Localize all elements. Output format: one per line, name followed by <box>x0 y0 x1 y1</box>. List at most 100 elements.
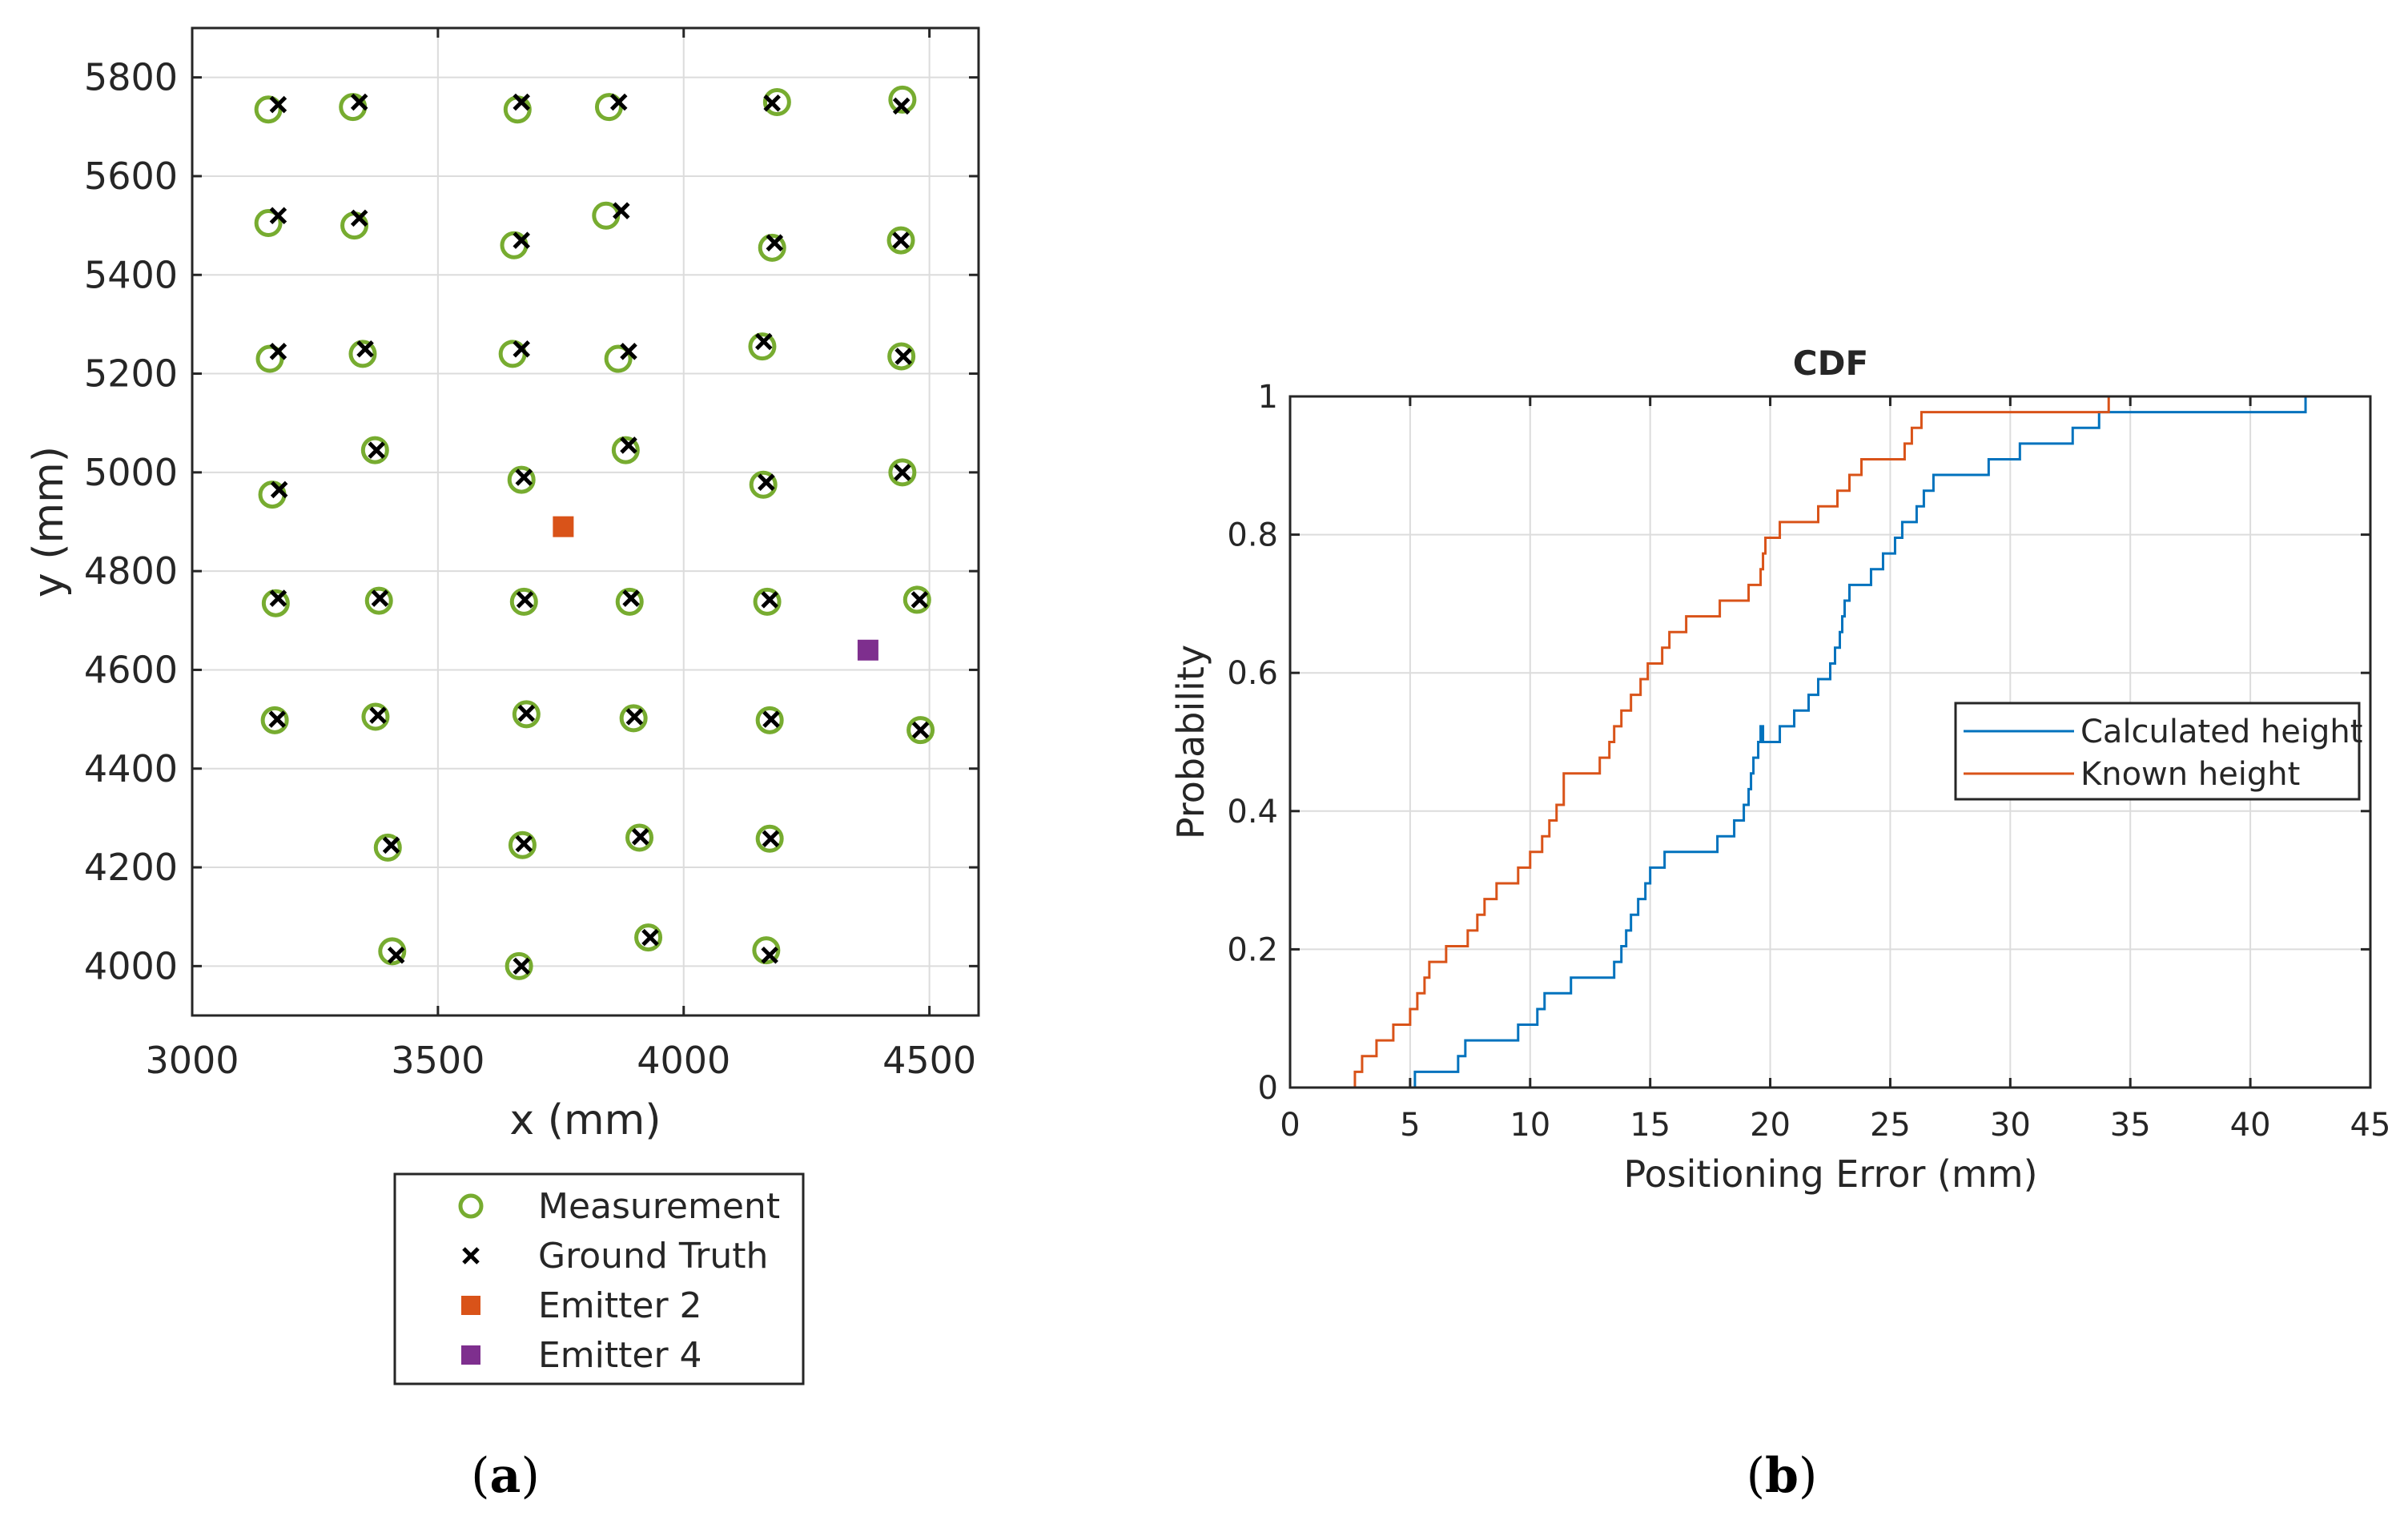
legend-entry-label: Known height <box>2080 756 2300 793</box>
measurement-point <box>748 332 777 361</box>
series-emitter-2 <box>553 516 574 537</box>
ground-truth-point <box>620 343 637 360</box>
measurement-point <box>755 706 784 734</box>
ground-truth-point <box>911 591 929 609</box>
x-tick-label: 10 <box>1510 1107 1550 1144</box>
legend-entry-label: Calculated height <box>2080 714 2362 750</box>
ground-truth-point <box>269 343 287 360</box>
ground-truth-point <box>620 436 637 454</box>
measurement-point <box>507 465 536 494</box>
measurement-point <box>902 585 931 614</box>
axes-box-b <box>1288 395 2372 1089</box>
y-tick-label: 4400 <box>84 747 178 790</box>
measurement-point <box>509 587 538 616</box>
measurement-point <box>755 824 784 853</box>
legend-marker <box>462 1247 480 1265</box>
ground-truth-point <box>911 721 930 739</box>
y-tick-label: 4800 <box>84 549 178 593</box>
ground-truth-point <box>356 340 374 358</box>
ground-truth-point <box>371 589 389 607</box>
ground-truth-point <box>350 93 368 111</box>
measurement-point <box>261 589 290 617</box>
ground-truth-point <box>609 93 628 111</box>
legend-b: Calculated height Known height <box>1954 702 2362 801</box>
ground-truth-point <box>758 473 775 491</box>
legend-box-b <box>1954 702 2361 801</box>
measurement-point <box>373 833 402 862</box>
x-tick-label: 45 <box>2350 1107 2391 1144</box>
measurement-point <box>255 344 284 373</box>
legend-entry-label: Emitter 4 <box>538 1335 702 1376</box>
measurement-point <box>619 704 648 733</box>
ground-truth-point <box>369 706 387 724</box>
ground-truth-point <box>269 207 287 225</box>
x-tick-label: 5 <box>1400 1107 1420 1144</box>
ground-truth-point <box>622 589 640 607</box>
ground-truth-point <box>268 710 286 728</box>
ground-truth-point <box>641 928 659 947</box>
y-axis-label-a: y (mm) <box>25 446 73 597</box>
legend-entry-label: Ground Truth <box>538 1236 768 1277</box>
measurement-point <box>348 340 377 368</box>
measurement-point <box>615 587 644 616</box>
y-tick-label: 0.2 <box>1227 931 1278 968</box>
ground-truth-point <box>762 710 780 728</box>
ground-truth-point <box>516 591 534 609</box>
ground-truth-point <box>513 231 530 249</box>
y-tick-label: 0.8 <box>1227 517 1278 554</box>
series-emitter-4 <box>857 639 878 661</box>
measurement-point <box>886 226 915 255</box>
cdf-line-calculated-height <box>1413 396 2307 1088</box>
measurement-point <box>512 700 541 729</box>
series-ground-truth <box>268 93 930 975</box>
x-tick-label: 40 <box>2230 1107 2271 1144</box>
ground-truth-point <box>766 234 784 251</box>
measurement-point <box>752 936 781 965</box>
x-tick-label: 25 <box>1870 1107 1911 1144</box>
legend-a: Measurement Ground Truth Emitter 2 Emitter … <box>393 1172 805 1385</box>
measurement-point <box>361 702 390 731</box>
y-tick-label: 5600 <box>84 155 178 198</box>
measurement-point <box>762 87 791 116</box>
ground-truth-point <box>761 591 778 609</box>
panel-caption-b: (b) <box>1747 1448 1818 1504</box>
y-tick-label: 1 <box>1258 379 1278 416</box>
measurement-point <box>254 209 283 238</box>
ground-truth-point <box>350 209 368 227</box>
measurement-point <box>907 716 935 745</box>
ground-truth-point <box>613 202 630 219</box>
measurement-point <box>260 706 289 734</box>
ground-truth-point <box>382 836 400 855</box>
x-tick-label: 35 <box>2110 1107 2151 1144</box>
ground-truth-point <box>892 97 911 115</box>
measurement-point <box>887 342 916 371</box>
chart-title-b: CDF <box>1793 344 1868 383</box>
y-tick-label: 5800 <box>84 56 178 99</box>
x-tick-label: 30 <box>1990 1107 2031 1144</box>
y-tick-label: 5400 <box>84 253 178 296</box>
x-tick-label: 20 <box>1750 1107 1791 1144</box>
ground-truth-point <box>515 468 533 486</box>
y-tick-label: 0.4 <box>1227 794 1278 830</box>
measurement-point <box>634 923 663 952</box>
measurement-point <box>749 470 778 499</box>
ground-truth-point <box>387 947 405 964</box>
ground-truth-point <box>515 834 533 853</box>
axes-box-a <box>191 26 980 1017</box>
y-tick-label: 4200 <box>84 846 178 889</box>
ground-truth-point <box>631 828 649 846</box>
legend-entry-label: Measurement <box>538 1186 780 1227</box>
ground-truth-point <box>270 481 288 499</box>
measurement-point <box>753 587 782 616</box>
ground-truth-point <box>368 441 385 459</box>
ground-truth-point <box>894 464 911 481</box>
ground-truth-point <box>892 231 910 249</box>
panel-caption-a: (a) <box>471 1448 540 1504</box>
measurement-point <box>508 830 537 859</box>
x-tick-label: 3500 <box>391 1039 484 1082</box>
ground-truth-point <box>761 947 778 964</box>
ground-truth-point <box>625 708 644 726</box>
cdf-line-known-height <box>1353 396 2110 1088</box>
panel-b: 0 5 10 15 20 25 30 35 40 45 0 0.2 0.4 0.6 0.8 1 CDF Posit… <box>1169 344 2390 1504</box>
